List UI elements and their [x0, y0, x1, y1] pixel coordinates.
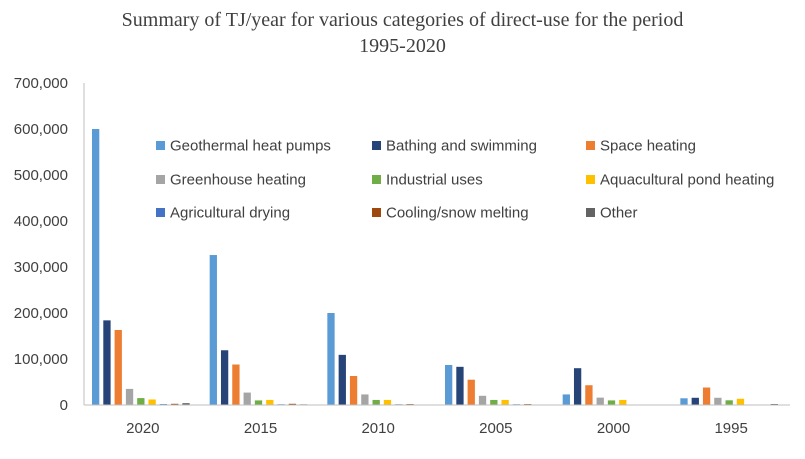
- bar: [103, 320, 111, 405]
- bar: [680, 398, 688, 405]
- bar: [478, 395, 487, 405]
- chart-title-line-2: 1995-2020: [359, 35, 446, 57]
- legend-swatch: [372, 175, 381, 184]
- y-tick-label: 500,000: [14, 167, 68, 184]
- bar: [148, 399, 156, 405]
- x-tick-label: 2005: [479, 420, 512, 437]
- legend-label: Geothermal heat pumps: [170, 138, 331, 155]
- bar: [125, 388, 134, 405]
- bar: [619, 399, 627, 405]
- y-tick-label: 700,000: [14, 75, 68, 92]
- legend-label: Space heating: [600, 138, 696, 155]
- legend-label: Other: [600, 205, 638, 222]
- bar: [137, 398, 145, 405]
- bar: [691, 397, 699, 405]
- bar: [562, 394, 570, 405]
- bar: [383, 399, 392, 405]
- bar: [232, 364, 240, 405]
- bar: [585, 385, 593, 405]
- bar: [266, 399, 274, 405]
- x-tick-label: 2015: [244, 420, 277, 437]
- legend-label: Cooling/snow melting: [386, 205, 529, 222]
- bar: [467, 379, 475, 405]
- bar: [501, 399, 509, 405]
- bar: [725, 400, 733, 405]
- bar: [770, 403, 778, 405]
- bars-group: [92, 129, 778, 405]
- legend-label: Bathing and swimming: [386, 138, 537, 155]
- x-tick-label: 2000: [597, 420, 630, 437]
- legend-swatch: [586, 141, 595, 150]
- bar: [445, 364, 453, 405]
- bar: [182, 403, 190, 405]
- x-tick-label: 2020: [126, 420, 159, 437]
- bar: [209, 255, 217, 405]
- bar: [456, 366, 464, 405]
- y-tick-label: 300,000: [14, 259, 68, 276]
- legend-label: Agricultural drying: [170, 205, 290, 222]
- bar: [220, 350, 229, 405]
- legend-label: Greenhouse heating: [170, 172, 306, 189]
- y-tick-label: 600,000: [14, 121, 68, 138]
- x-tick-label: 2010: [361, 420, 394, 437]
- y-axis-ticks: 0 100,000 200,000 300,000 400,000 500,000 600,…: [14, 75, 68, 414]
- bar: [573, 368, 582, 405]
- legend-label: Aquacultural pond heating: [600, 172, 774, 189]
- legend-swatch: [586, 175, 595, 184]
- bar: [372, 399, 380, 405]
- bar: [736, 398, 745, 405]
- legend-swatch: [156, 175, 165, 184]
- x-axis-ticks: 2020 2015 2010 2005 2000 1995: [126, 420, 748, 437]
- legend-swatch: [372, 208, 381, 217]
- bar: [114, 330, 122, 405]
- bar: [288, 403, 297, 405]
- y-tick-label: 200,000: [14, 305, 68, 322]
- legend-swatch: [156, 208, 165, 217]
- bar: [607, 400, 616, 405]
- x-tick-label: 1995: [714, 420, 747, 437]
- chart-title-line-1: Summary of TJ/year for various categorie…: [121, 9, 684, 31]
- legend-swatch: [372, 141, 381, 150]
- bar: [714, 397, 722, 405]
- y-tick-label: 100,000: [14, 351, 68, 368]
- bar: [243, 392, 251, 405]
- legend-swatch: [156, 141, 165, 150]
- legend-label: Industrial uses: [386, 172, 483, 189]
- y-tick-label: 0: [60, 397, 68, 414]
- legend-swatch: [586, 208, 595, 217]
- bar: [338, 354, 346, 405]
- bar: [490, 399, 498, 405]
- y-tick-label: 400,000: [14, 213, 68, 230]
- legend: Geothermal heat pumps Bathing and swimmin…: [156, 138, 774, 222]
- bar: [596, 397, 604, 405]
- bar: [92, 129, 100, 405]
- bar: [171, 403, 179, 405]
- bar: [702, 387, 711, 405]
- bar: [349, 376, 358, 405]
- bar: [254, 400, 263, 405]
- bar: [327, 313, 335, 405]
- bar: [361, 394, 369, 405]
